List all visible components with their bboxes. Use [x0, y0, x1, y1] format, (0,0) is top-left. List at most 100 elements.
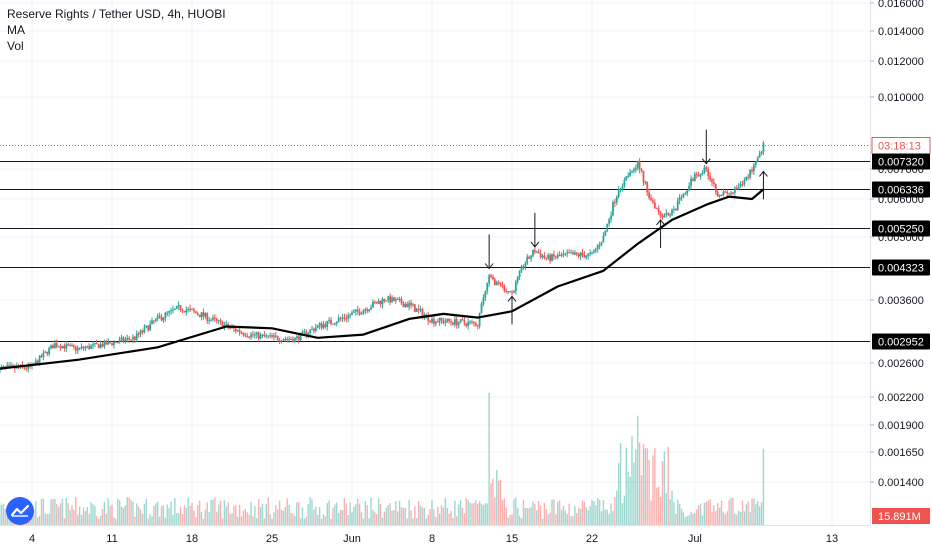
volume-bar: [353, 506, 355, 525]
candle-body: [354, 309, 357, 312]
candle-body: [484, 291, 487, 298]
candle-body: [528, 256, 531, 259]
candle-body: [175, 305, 178, 309]
candle-body: [610, 215, 612, 220]
candle-body: [156, 315, 159, 319]
volume-bar: [136, 503, 138, 525]
volume-bar: [82, 507, 85, 525]
price-tick-label: 0.003600: [878, 295, 924, 307]
volume-bar: [454, 500, 456, 525]
volume-bar: [168, 507, 170, 525]
volume-bar: [330, 518, 332, 525]
candle-body: [185, 309, 188, 313]
volume-bar: [326, 503, 328, 525]
volume-bar: [461, 507, 464, 525]
candle-body: [461, 319, 464, 321]
volume-bar: [456, 516, 458, 525]
volume-bar: [688, 515, 690, 525]
candle-body: [444, 321, 447, 323]
volume-bar: [0, 505, 3, 525]
candle-body: [520, 266, 523, 272]
candle-body: [50, 345, 52, 349]
candle-body: [692, 178, 694, 181]
volume-bar: [722, 511, 725, 525]
volume-bar: [694, 513, 696, 525]
arrow-head: [701, 158, 711, 165]
volume-bar: [46, 513, 48, 525]
candle-body: [753, 165, 755, 172]
candle-body: [210, 319, 212, 321]
volume-bar: [67, 502, 69, 525]
volume-bar: [111, 504, 113, 525]
volume-bar: [524, 508, 527, 525]
candle-body: [63, 345, 66, 349]
volume-bar: [176, 513, 178, 525]
candle-body: [238, 330, 241, 333]
volume-bar: [581, 500, 584, 525]
candle-body: [593, 250, 595, 253]
candle-body: [263, 334, 266, 337]
candle-body: [703, 167, 706, 173]
volume-bar: [341, 510, 344, 525]
candle-body: [604, 230, 607, 236]
candle-body: [440, 317, 443, 321]
candle-body: [728, 193, 731, 195]
volume-bar: [362, 518, 365, 525]
volume-bar: [732, 497, 734, 525]
candle-body: [659, 211, 662, 216]
volume-bar: [343, 498, 346, 525]
candle-body: [705, 167, 708, 170]
volume-bar: [214, 497, 216, 525]
candle-body: [368, 309, 371, 311]
candle-body: [488, 275, 491, 284]
volume-bar: [269, 514, 271, 525]
candle-body: [413, 304, 416, 313]
candle-body: [42, 352, 45, 358]
candle-body: [653, 202, 656, 209]
candle-body: [0, 367, 1, 373]
volume-bar: [553, 499, 555, 525]
volume-bar: [751, 498, 753, 525]
volume-bar: [417, 500, 420, 525]
candle-body: [446, 318, 449, 322]
candle-body: [735, 188, 738, 190]
ma-indicator-label[interactable]: MA: [7, 23, 25, 37]
candle-body: [453, 319, 456, 325]
volume-bar: [534, 504, 536, 525]
volume-bar: [558, 500, 561, 525]
candle-body: [269, 335, 271, 337]
candle-body: [549, 254, 551, 261]
volume-bar: [625, 447, 627, 525]
tradingview-logo-icon[interactable]: [6, 497, 34, 525]
volume-bar: [126, 497, 128, 525]
volume-bar: [705, 501, 707, 525]
volume-bar: [530, 507, 532, 525]
price-tick-label: 0.010000: [878, 92, 924, 104]
volume-bar: [572, 516, 574, 525]
volume-bar: [294, 515, 296, 525]
volume-bar: [627, 471, 629, 525]
volume-bar: [467, 500, 469, 525]
volume-bar: [187, 497, 189, 525]
volume-bar: [339, 510, 342, 525]
volume-bar: [368, 518, 370, 525]
volume-bar: [736, 514, 738, 525]
candle-body: [762, 142, 765, 152]
volume-bar: [40, 498, 43, 525]
candle-body: [682, 193, 685, 198]
candle-body: [172, 309, 174, 311]
candle-body: [631, 171, 633, 173]
volume-bar: [602, 500, 605, 525]
volume-bar: [206, 502, 208, 525]
candle-body: [242, 332, 245, 335]
volume-bar: [587, 510, 589, 525]
candle-body: [301, 331, 304, 333]
candle-body: [324, 324, 327, 328]
candle-body: [751, 169, 753, 172]
vol-indicator-label[interactable]: Vol: [7, 39, 24, 53]
volume-bar: [459, 500, 462, 525]
volume-bar: [56, 504, 58, 525]
volume-bar: [555, 514, 557, 525]
candle-body: [284, 338, 287, 340]
